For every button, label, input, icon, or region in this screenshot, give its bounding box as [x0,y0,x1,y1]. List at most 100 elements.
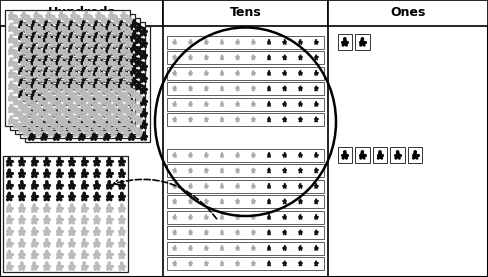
Circle shape [109,69,113,73]
Circle shape [142,50,145,54]
Circle shape [189,152,192,154]
Circle shape [315,101,317,103]
Circle shape [102,73,105,76]
Circle shape [100,93,103,96]
Circle shape [87,58,91,61]
Circle shape [343,150,346,154]
Circle shape [109,115,113,119]
Circle shape [189,70,192,72]
Circle shape [57,42,61,46]
Circle shape [137,69,141,73]
Circle shape [100,116,103,119]
Circle shape [315,183,317,185]
Circle shape [72,22,76,26]
Circle shape [7,261,11,265]
Circle shape [95,203,99,207]
Circle shape [117,61,121,65]
Circle shape [55,108,58,112]
Circle shape [189,86,192,88]
Circle shape [142,73,145,77]
Circle shape [69,112,73,115]
Circle shape [62,116,65,119]
Circle shape [284,101,286,103]
Circle shape [32,238,36,242]
Circle shape [37,58,41,61]
Circle shape [112,69,116,73]
Circle shape [20,53,23,57]
Circle shape [205,86,207,88]
Circle shape [49,116,53,119]
Circle shape [22,57,25,61]
Circle shape [42,96,45,100]
Circle shape [64,96,68,100]
Circle shape [45,261,49,265]
Circle shape [237,117,239,119]
Circle shape [45,180,49,184]
Circle shape [205,117,207,119]
Circle shape [87,127,91,131]
Circle shape [58,250,61,253]
Circle shape [84,34,88,38]
Circle shape [82,100,85,104]
Circle shape [114,73,118,76]
Circle shape [107,19,111,22]
Circle shape [221,55,223,57]
Bar [15,18,140,134]
Circle shape [97,11,101,14]
Circle shape [64,107,68,111]
Circle shape [60,46,63,49]
Circle shape [142,108,145,112]
Circle shape [22,46,25,49]
Circle shape [107,238,111,242]
Circle shape [132,30,136,34]
Circle shape [37,104,41,108]
Circle shape [69,19,73,22]
Circle shape [92,39,96,42]
Circle shape [124,69,128,73]
Circle shape [32,30,36,34]
Circle shape [299,199,302,201]
Circle shape [35,34,38,38]
Circle shape [40,96,43,100]
Circle shape [237,183,239,185]
Circle shape [62,81,65,84]
Bar [167,211,324,224]
Circle shape [80,108,83,112]
Circle shape [29,131,33,135]
Circle shape [47,80,51,84]
Circle shape [132,19,136,22]
Circle shape [60,92,63,96]
Circle shape [42,120,45,123]
Circle shape [49,104,53,108]
Circle shape [189,117,192,119]
Circle shape [122,80,125,84]
Circle shape [299,55,302,57]
Circle shape [268,183,270,185]
Circle shape [24,127,28,131]
Circle shape [129,131,133,135]
Circle shape [97,34,101,38]
Circle shape [55,61,58,65]
Circle shape [72,34,76,38]
Circle shape [32,226,36,230]
Circle shape [189,245,192,247]
Circle shape [24,104,28,108]
Circle shape [221,168,223,170]
Circle shape [94,19,98,22]
Circle shape [67,73,71,77]
Circle shape [44,19,48,22]
Circle shape [205,39,207,41]
Circle shape [120,238,123,242]
Circle shape [94,42,98,46]
Circle shape [268,168,270,170]
Circle shape [100,23,103,27]
Circle shape [237,101,239,103]
Circle shape [9,22,13,26]
Circle shape [299,183,302,185]
Circle shape [268,245,270,247]
Circle shape [69,65,73,69]
Circle shape [45,238,49,242]
Circle shape [237,86,239,88]
Bar [355,34,369,50]
Circle shape [70,192,74,195]
